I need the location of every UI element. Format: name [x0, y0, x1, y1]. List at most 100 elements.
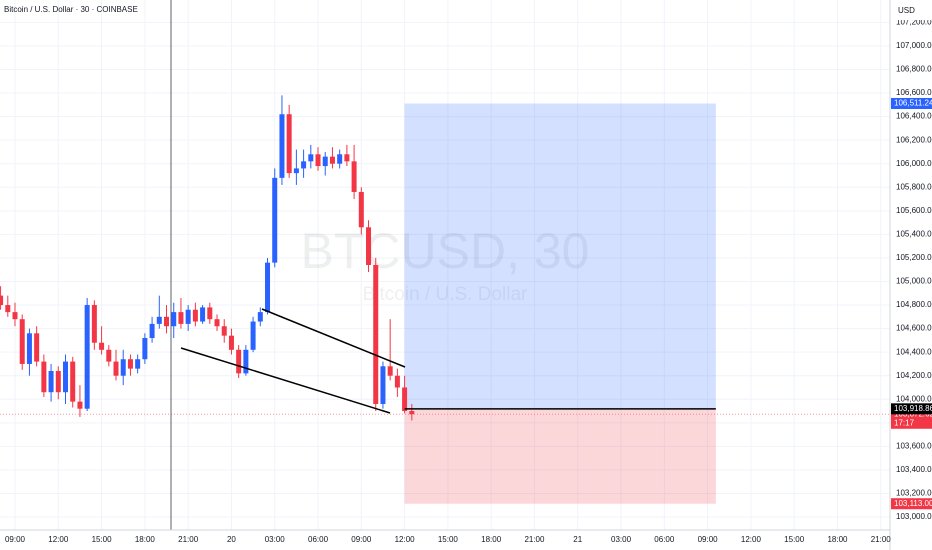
candle-body: [228, 335, 234, 350]
currency-label: USD: [898, 6, 915, 15]
candles: [0, 95, 415, 421]
chart-title: Bitcoin / U.S. Dollar · 30 · COINBASE: [4, 5, 138, 14]
candle-body: [200, 307, 206, 322]
candle-body: [279, 114, 285, 178]
x-tick-label: 12:00: [395, 535, 416, 544]
candle-body: [41, 361, 47, 393]
x-tick-label: 06:00: [308, 535, 329, 544]
candle-body: [185, 309, 191, 324]
candle-body: [402, 387, 408, 412]
stop-label-bg: [891, 498, 932, 510]
candle-body: [265, 262, 271, 313]
x-tick-label: 20: [227, 535, 236, 544]
y-tick-label: 104,000.00: [896, 394, 932, 403]
stop-zone: [404, 408, 716, 504]
candle-body: [84, 305, 90, 409]
x-tick-label: 21:00: [178, 535, 199, 544]
candle-body: [70, 361, 76, 402]
candle-body: [394, 375, 400, 388]
trend-line[interactable]: [180, 347, 391, 414]
y-tick-label: 103,200.00: [896, 489, 932, 498]
y-tick-label: 107,000.00: [896, 41, 932, 50]
candle-body: [214, 319, 220, 327]
y-tick-label: 105,400.00: [896, 229, 932, 238]
trend-line[interactable]: [261, 308, 406, 368]
currency-bg: [891, 0, 932, 20]
x-tick-label: 18:00: [481, 535, 502, 544]
y-tick-label: 106,800.00: [896, 65, 932, 74]
y-tick-label: 105,000.00: [896, 277, 932, 286]
x-tick-label: 12:00: [48, 535, 69, 544]
candle-body: [48, 371, 54, 393]
watermark: BTCUSD, 30: [301, 223, 590, 279]
candle-body: [344, 154, 350, 162]
candle-body: [120, 359, 126, 376]
stop-label: 103,113.00: [894, 499, 932, 508]
y-tick-label: 104,800.00: [896, 300, 932, 309]
y-tick-label: 106,200.00: [896, 135, 932, 144]
candle-body: [308, 154, 314, 162]
candle-body: [113, 361, 119, 376]
price-axis: 103,000.00 103,200.00 103,400.00 103,600.00…: [896, 17, 932, 521]
x-tick-label: 21: [573, 535, 582, 544]
candle-body: [19, 319, 25, 364]
candle-body: [387, 366, 393, 376]
x-tick-label: 18:00: [827, 535, 848, 544]
candle-body: [243, 349, 249, 374]
entry-label: 103,918.86: [894, 404, 932, 413]
candle-body: [373, 265, 379, 404]
candle-body: [5, 305, 11, 313]
y-tick-label: 105,800.00: [896, 182, 932, 191]
target-zone: [404, 103, 716, 409]
candle-body: [250, 321, 256, 350]
candle-body: [322, 156, 328, 167]
candle-body: [272, 177, 278, 263]
y-tick-label: 106,400.00: [896, 112, 932, 121]
x-tick-label: 03:00: [611, 535, 632, 544]
y-tick-label: 105,600.00: [896, 206, 932, 215]
x-tick-label: 12:00: [741, 535, 762, 544]
candle-body: [149, 323, 155, 339]
target-label-bg: [891, 97, 932, 109]
candle-body: [55, 371, 61, 393]
y-tick-label: 104,600.00: [896, 324, 932, 333]
position-tool: [0, 103, 890, 504]
y-tick-label: 104,200.00: [896, 371, 932, 380]
grid: [0, 0, 890, 530]
candle-body: [77, 401, 83, 409]
y-tick-label: 103,400.00: [896, 465, 932, 474]
y-tick-label: 106,600.00: [896, 88, 932, 97]
candle-body: [142, 338, 148, 360]
candle-body: [99, 342, 105, 350]
candle-body: [329, 156, 335, 164]
x-tick-label: 09:00: [698, 535, 719, 544]
x-tick-label: 06:00: [654, 535, 675, 544]
y-tick-label: 107,200.00: [896, 17, 932, 26]
candle-body: [236, 349, 242, 374]
candle-body: [315, 154, 321, 167]
x-tick-label: 09:00: [5, 535, 26, 544]
candle-body: [257, 312, 263, 322]
candle-body: [171, 312, 177, 327]
y-tick-label: 106,000.00: [896, 159, 932, 168]
x-tick-label: 03:00: [265, 535, 286, 544]
candle-body: [178, 312, 184, 324]
candle-body: [0, 295, 4, 306]
x-tick-label: 18:00: [135, 535, 156, 544]
x-tick-label: 15:00: [438, 535, 459, 544]
candle-body: [301, 161, 307, 169]
candle-body: [12, 312, 18, 320]
candle-body: [358, 191, 364, 228]
candle-body: [106, 349, 112, 362]
candle-body: [63, 361, 69, 393]
target-label: 106,511.24: [894, 99, 932, 108]
entry-label-bg: [891, 403, 932, 415]
candle-body: [192, 309, 198, 322]
candle-body: [127, 359, 133, 369]
x-tick-label: 09:00: [351, 535, 372, 544]
y-tick-label: 104,400.00: [896, 347, 932, 356]
candle-body: [26, 333, 32, 364]
candle-body: [366, 227, 372, 265]
x-tick-label: 21:00: [871, 535, 892, 544]
